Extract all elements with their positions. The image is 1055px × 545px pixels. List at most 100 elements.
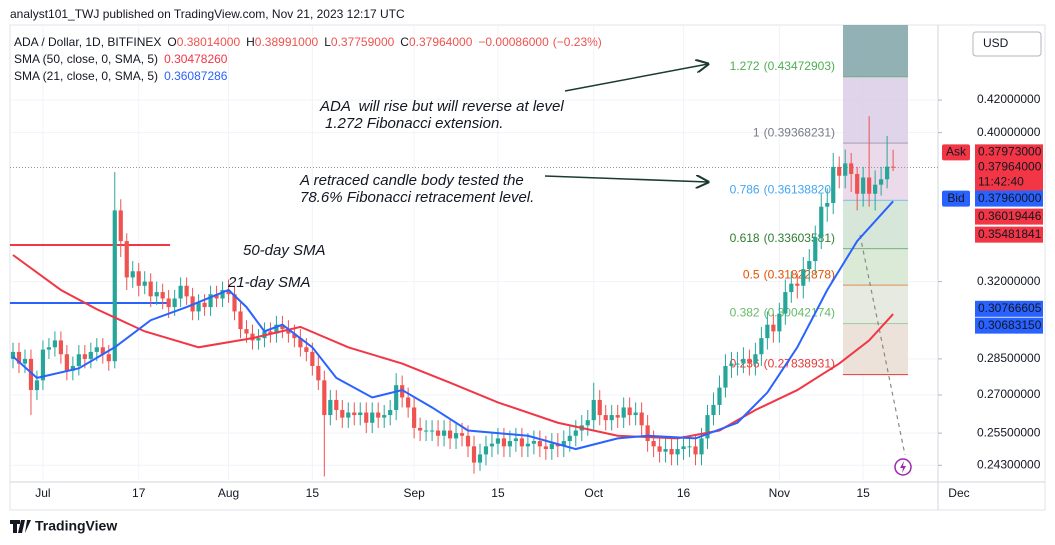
candle-body bbox=[735, 363, 740, 365]
candle-body bbox=[597, 399, 602, 416]
candle-body bbox=[591, 399, 596, 421]
candle-body bbox=[100, 347, 105, 355]
candle-body bbox=[675, 449, 680, 455]
countdown: 11:42:40 bbox=[978, 175, 1024, 189]
symbol: ADA / Dollar, 1D, BITFINEX bbox=[14, 35, 161, 49]
candle-body bbox=[352, 412, 357, 416]
candle-body bbox=[471, 446, 477, 463]
price-tag bbox=[975, 300, 1043, 317]
candle-body bbox=[58, 340, 63, 355]
candle-body bbox=[124, 241, 129, 278]
candle-body bbox=[585, 420, 590, 426]
candle-body bbox=[843, 163, 848, 176]
candle-body bbox=[388, 409, 393, 416]
candle-body bbox=[855, 173, 860, 194]
candle-body bbox=[244, 329, 249, 334]
candle-body bbox=[531, 441, 536, 444]
ohlc-value: 0.38991000 bbox=[255, 35, 319, 49]
candle-body bbox=[10, 351, 16, 359]
fib-ratio: 1 bbox=[753, 125, 760, 139]
candle-body bbox=[717, 387, 722, 405]
frame bbox=[9, 24, 1046, 511]
fib-level-label: 0.5 (0.31822878) bbox=[743, 267, 835, 281]
axes: USD 0.42000000 0.40000000 0.32000000 0.2850… bbox=[35, 31, 1042, 500]
candle-body bbox=[807, 261, 812, 270]
candle-body bbox=[298, 338, 303, 348]
candle-body bbox=[441, 430, 447, 436]
candle-body bbox=[358, 412, 363, 416]
x-tick-label: 15 bbox=[856, 486, 870, 500]
candle-body bbox=[741, 358, 746, 364]
price-tag-name-box bbox=[942, 190, 970, 207]
fib-ratio: 1.272 bbox=[730, 59, 760, 73]
candle-body bbox=[801, 269, 806, 286]
candle-body bbox=[831, 166, 836, 203]
candle-body bbox=[465, 435, 471, 447]
candle-body bbox=[489, 443, 495, 447]
sma-value: 0.36087286 bbox=[164, 69, 228, 83]
fib-level-label: 0.786 (0.36138820) bbox=[730, 183, 835, 197]
candle-body bbox=[729, 363, 734, 366]
fib-ratio: 0.618 bbox=[730, 231, 760, 245]
candle-body bbox=[537, 441, 542, 447]
candle-body bbox=[459, 433, 465, 436]
candle-body bbox=[483, 446, 489, 455]
candle-body bbox=[88, 351, 93, 359]
candle-body bbox=[861, 177, 866, 194]
candle-body bbox=[795, 283, 800, 286]
candle-body bbox=[316, 365, 321, 381]
candle-body bbox=[891, 166, 896, 168]
fib-price: (0.43472903) bbox=[764, 59, 835, 73]
candle-body bbox=[208, 294, 213, 308]
sma-line bbox=[12, 254, 894, 440]
candle-body bbox=[64, 354, 69, 371]
price-tag bbox=[975, 190, 1043, 207]
candle-body bbox=[699, 438, 704, 455]
candle-body bbox=[711, 404, 716, 416]
candle-body bbox=[435, 430, 441, 436]
y-tick-label: 0.24300000 bbox=[977, 457, 1041, 471]
candle-body bbox=[513, 438, 519, 442]
candle-body bbox=[849, 163, 854, 174]
candle-body bbox=[52, 340, 57, 348]
candle-body bbox=[645, 425, 650, 442]
fib-band bbox=[843, 323, 908, 375]
candle-body bbox=[22, 358, 28, 364]
price-tag-label: 0.37964000 bbox=[978, 160, 1042, 174]
candle-body bbox=[561, 441, 566, 447]
candle-body bbox=[819, 206, 824, 238]
candle-body bbox=[346, 412, 351, 418]
price-tag bbox=[975, 159, 1043, 192]
ohlc-value: 0.37964000 bbox=[409, 35, 473, 49]
fib-price: (0.33603581) bbox=[764, 231, 835, 245]
candle-body bbox=[501, 438, 507, 447]
candle-body bbox=[34, 380, 40, 391]
fib-band bbox=[843, 248, 908, 286]
candle-body bbox=[400, 385, 405, 398]
x-tick-label: Oct bbox=[584, 486, 603, 500]
candle-body bbox=[507, 441, 513, 447]
annotation: ADA will rise but will reverse at level bbox=[319, 98, 564, 115]
y-tick-label: 0.42000000 bbox=[977, 92, 1041, 106]
candle-body bbox=[196, 302, 201, 312]
candle-body bbox=[477, 454, 483, 463]
price-tag-label: 0.30766605 bbox=[978, 301, 1042, 315]
candle-body bbox=[412, 407, 417, 428]
x-tick-label: Nov bbox=[769, 486, 790, 500]
candle-body bbox=[495, 438, 501, 444]
candle-body bbox=[681, 446, 686, 450]
x-tick-label: 16 bbox=[677, 486, 691, 500]
candle-body bbox=[118, 210, 123, 242]
candle-body bbox=[142, 281, 147, 286]
price-tag bbox=[975, 208, 1043, 225]
price-tag-name: Ask bbox=[946, 145, 967, 159]
y-tick-label: 0.25500000 bbox=[977, 425, 1041, 439]
candle-body bbox=[280, 324, 285, 330]
candle-body bbox=[130, 271, 135, 278]
ohlc-value: 0.38014000 bbox=[177, 35, 241, 49]
sma-annotation: 21-day SMA bbox=[227, 274, 311, 291]
currency-box[interactable] bbox=[972, 31, 1042, 57]
x-tick-label: 17 bbox=[132, 486, 146, 500]
price-tag bbox=[975, 317, 1043, 334]
